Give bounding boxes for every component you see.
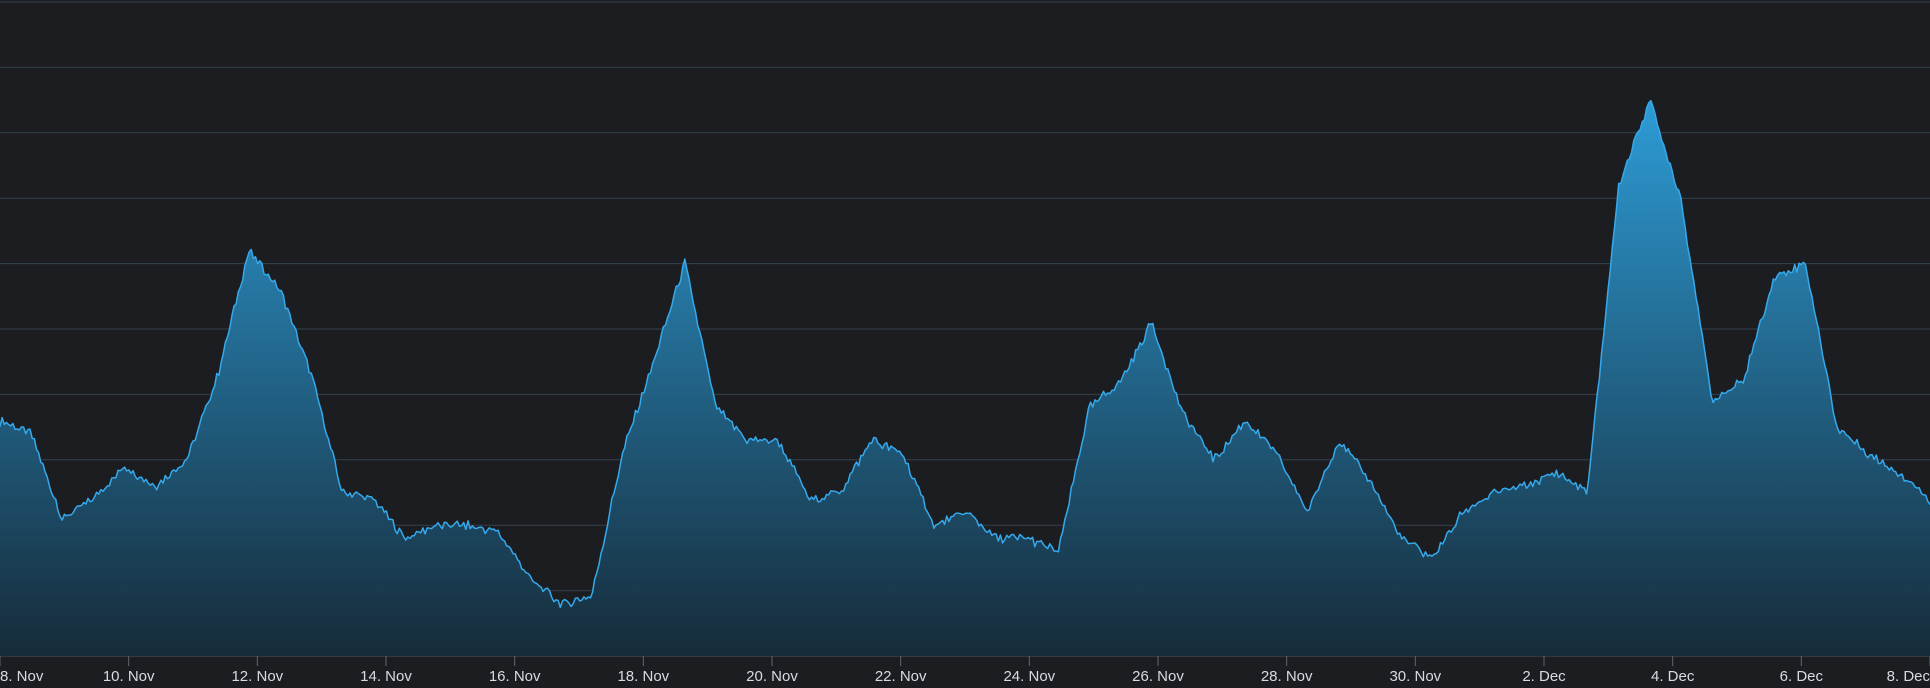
x-tick-label: 12. Nov	[231, 668, 283, 685]
x-tick-label: 8. Dec	[1887, 668, 1930, 685]
x-tick-label: 26. Nov	[1132, 668, 1184, 685]
x-tick-label: 18. Nov	[617, 668, 669, 685]
series-line	[0, 99, 1930, 609]
x-tick-label: 8. Nov	[0, 668, 44, 685]
x-tick-label: 30. Nov	[1389, 668, 1441, 685]
series-layer	[0, 99, 1930, 656]
x-tick-label: 16. Nov	[489, 668, 541, 685]
x-tick-label: 20. Nov	[746, 668, 798, 685]
x-tick-label: 22. Nov	[875, 668, 927, 685]
x-tick-label: 10. Nov	[103, 668, 155, 685]
x-tick-label: 14. Nov	[360, 668, 412, 685]
x-axis: 8. Nov 10. Nov 12. Nov 14. Nov 16. Nov 18. No…	[0, 656, 1930, 685]
series-area	[0, 100, 1930, 656]
x-tick-label: 24. Nov	[1003, 668, 1055, 685]
x-tick-label: 6. Dec	[1780, 668, 1824, 685]
x-tick-label: 28. Nov	[1261, 668, 1313, 685]
x-tick-label: 4. Dec	[1651, 668, 1695, 685]
x-tick-label: 2. Dec	[1522, 668, 1566, 685]
